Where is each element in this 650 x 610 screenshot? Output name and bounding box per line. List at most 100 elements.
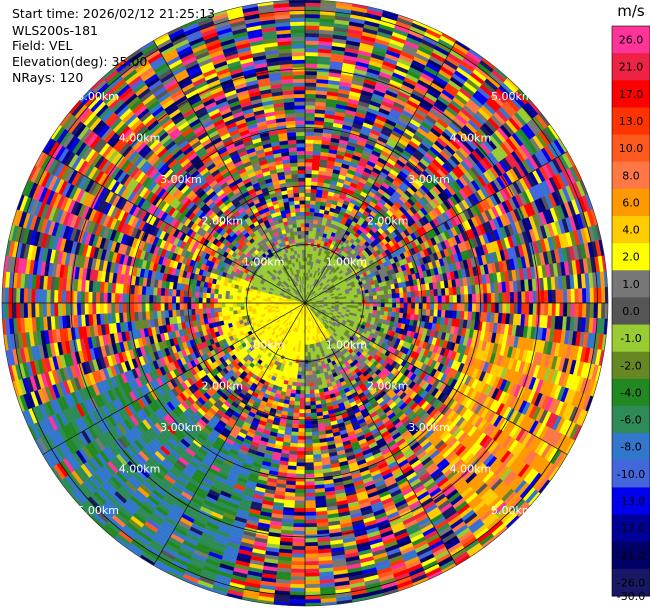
velocity-gate — [296, 378, 302, 383]
velocity-gate — [304, 572, 320, 577]
velocity-gate — [449, 302, 454, 311]
velocity-gate — [300, 390, 306, 395]
velocity-gate — [456, 294, 462, 304]
velocity-gate — [312, 162, 320, 168]
velocity-gate — [407, 297, 412, 304]
velocity-gate — [312, 223, 318, 229]
velocity-gate — [293, 507, 306, 513]
velocity-gate — [312, 370, 317, 376]
velocity-gate — [368, 292, 374, 297]
velocity-gate — [414, 302, 420, 310]
velocity-gate — [471, 293, 477, 304]
velocity-gate — [304, 55, 319, 61]
velocity-gate — [310, 196, 317, 202]
velocity-gate — [295, 473, 306, 479]
velocity-gate — [309, 386, 315, 391]
velocity-gate — [399, 302, 405, 309]
velocity-gate — [566, 302, 572, 318]
velocity-gate — [509, 302, 515, 315]
velocity-gate — [294, 397, 301, 402]
velocity-gate — [585, 287, 591, 304]
velocity-gate — [304, 211, 310, 216]
velocity-gate — [570, 302, 576, 318]
velocity-gate — [304, 496, 316, 501]
velocity-gate — [304, 557, 319, 562]
velocity-gate — [559, 302, 564, 317]
velocity-gate — [410, 291, 416, 298]
velocity-gate — [509, 291, 515, 304]
velocity-gate — [304, 530, 318, 536]
velocity-gate — [513, 302, 519, 315]
velocity-gate — [387, 311, 393, 317]
velocity-gate — [498, 292, 503, 304]
velocity-gate — [310, 412, 318, 418]
velocity-gate — [304, 374, 310, 380]
velocity-gate — [294, 500, 306, 505]
velocity-gate — [312, 442, 321, 448]
velocity-gate — [304, 409, 311, 414]
velocity-gate — [304, 393, 311, 399]
velocity-gate — [304, 162, 313, 167]
velocity-gate — [452, 286, 458, 296]
velocity-gate — [304, 21, 320, 26]
velocity-gate — [311, 177, 319, 183]
velocity-gate — [312, 150, 322, 156]
velocity-gate — [300, 386, 306, 391]
velocity-gate — [301, 371, 306, 376]
velocity-gate — [380, 306, 385, 312]
velocity-gate — [551, 289, 557, 304]
velocity-gate — [308, 230, 313, 236]
velocity-gate — [414, 290, 420, 298]
velocity-gate — [425, 289, 431, 297]
velocity-gate — [384, 298, 389, 304]
velocity-gate — [310, 408, 317, 414]
velocity-gate — [376, 290, 381, 296]
velocity-gate — [304, 412, 312, 418]
velocity-gate — [304, 127, 315, 133]
velocity-gate — [406, 291, 412, 298]
velocity-gate — [414, 308, 420, 316]
velocity-gate — [308, 238, 312, 243]
velocity-gate — [304, 48, 319, 53]
velocity-gate — [433, 295, 439, 304]
velocity-gate — [304, 131, 315, 137]
velocity-gate — [313, 215, 319, 221]
velocity-gate — [376, 306, 382, 312]
velocity-gate — [311, 427, 319, 433]
velocity-gate — [293, 523, 306, 528]
velocity-gate — [297, 370, 302, 376]
velocity-gate — [308, 370, 313, 376]
velocity-gate — [372, 306, 378, 311]
velocity-gate — [304, 242, 309, 247]
velocity-gate — [380, 298, 386, 304]
velocity-gate — [304, 500, 316, 505]
velocity-gate — [293, 519, 306, 524]
velocity-gate — [304, 542, 318, 547]
velocity-gate — [525, 302, 530, 315]
velocity-gate — [293, 511, 306, 517]
velocity-gate — [304, 431, 313, 437]
velocity-gate — [304, 599, 321, 604]
velocity-gate — [304, 538, 318, 543]
velocity-gate — [452, 302, 458, 312]
velocity-gate — [483, 293, 488, 304]
velocity-gate — [521, 291, 526, 304]
velocity-gate — [310, 200, 316, 205]
velocity-gate — [589, 287, 595, 304]
velocity-gate — [304, 428, 312, 433]
velocity-gate — [312, 377, 318, 383]
velocity-gate — [433, 309, 439, 318]
velocity-gate — [307, 348, 311, 353]
velocity-gate — [293, 404, 300, 410]
velocity-gate — [304, 390, 310, 395]
velocity-gate — [288, 450, 298, 456]
velocity-gate — [358, 302, 363, 307]
velocity-gate — [452, 310, 458, 320]
velocity-gate — [309, 219, 314, 224]
velocity-gate — [293, 515, 306, 520]
velocity-gate — [308, 378, 314, 383]
velocity-gate — [468, 294, 473, 304]
velocity-gate — [304, 78, 317, 83]
velocity-gate — [304, 63, 318, 68]
velocity-gate — [307, 344, 310, 349]
